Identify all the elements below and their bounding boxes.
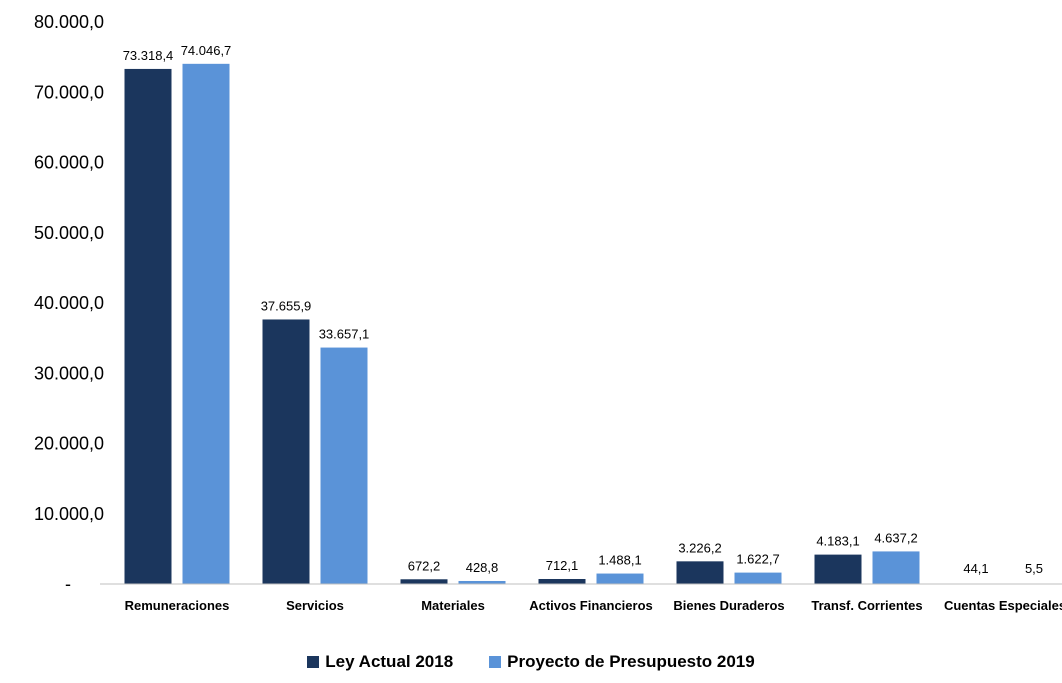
data-label: 4.637,2 bbox=[874, 530, 917, 545]
data-label: 73.318,4 bbox=[123, 48, 174, 63]
y-tick-label: 80.000,0 bbox=[34, 12, 104, 32]
y-tick-label: - bbox=[65, 574, 71, 594]
legend-swatch-proyecto bbox=[489, 656, 502, 668]
y-tick-label: 30.000,0 bbox=[34, 363, 104, 383]
legend-item-ley-actual: Ley Actual 2018 bbox=[307, 652, 453, 672]
legend-label-ley-actual: Ley Actual 2018 bbox=[325, 652, 454, 671]
data-label: 1.488,1 bbox=[598, 553, 641, 568]
data-label: 33.657,1 bbox=[319, 327, 370, 342]
data-label: 712,1 bbox=[546, 558, 579, 573]
x-tick-label: Activos Financieros bbox=[529, 598, 653, 613]
legend-label-proyecto: Proyecto de Presupuesto 2019 bbox=[507, 652, 755, 671]
y-tick-label: 60.000,0 bbox=[34, 153, 104, 173]
bar-ley-actual bbox=[124, 68, 172, 585]
data-label: 4.183,1 bbox=[816, 534, 859, 549]
bar-ley-actual bbox=[262, 319, 310, 584]
bar-ley-actual bbox=[538, 578, 586, 584]
bar-proyecto bbox=[734, 572, 782, 584]
x-tick-label: Bienes Duraderos bbox=[673, 598, 784, 613]
data-label: 5,5 bbox=[1025, 561, 1043, 576]
y-tick-label: 20.000,0 bbox=[34, 434, 104, 454]
bar-ley-actual bbox=[814, 554, 862, 584]
data-label: 672,2 bbox=[408, 558, 441, 573]
x-tick-label: Transf. Corrientes bbox=[811, 598, 922, 613]
x-tick-label: Servicios bbox=[286, 598, 344, 613]
y-tick-label: 10.000,0 bbox=[34, 504, 104, 524]
x-tick-label: Materiales bbox=[421, 598, 485, 613]
bar-proyecto bbox=[872, 551, 920, 584]
bar-proyecto bbox=[596, 573, 644, 584]
x-tick-label: Cuentas Especiales bbox=[944, 598, 1062, 613]
data-label: 1.622,7 bbox=[736, 552, 779, 567]
data-label: 74.046,7 bbox=[181, 43, 232, 58]
bar-proyecto bbox=[320, 347, 368, 584]
data-label: 44,1 bbox=[963, 561, 988, 576]
bar-ley-actual bbox=[400, 579, 448, 584]
y-tick-label: 40.000,0 bbox=[34, 293, 104, 313]
legend-item-proyecto: Proyecto de Presupuesto 2019 bbox=[489, 652, 755, 672]
x-axis: Remuneraciones Servicios Materiales Activos… bbox=[100, 583, 1062, 613]
data-label: 37.655,9 bbox=[261, 298, 312, 313]
data-label: 3.226,2 bbox=[678, 540, 721, 555]
bars-group: 73.318,4 74.046,7 37.655,9 33.657,1 672,2 428… bbox=[123, 43, 1058, 585]
data-label: 428,8 bbox=[466, 560, 499, 575]
bar-proyecto bbox=[458, 580, 506, 584]
x-tick-label: Remuneraciones bbox=[125, 598, 230, 613]
bar-proyecto bbox=[182, 63, 230, 584]
bar-ley-actual bbox=[676, 561, 724, 584]
y-axis: - 10.000,0 20.000,0 30.000,0 40.000,0 50.000,… bbox=[34, 12, 104, 594]
y-tick-label: 70.000,0 bbox=[34, 82, 104, 102]
y-tick-label: 50.000,0 bbox=[34, 223, 104, 243]
legend: Ley Actual 2018 Proyecto de Presupuesto … bbox=[0, 652, 1062, 672]
legend-swatch-ley-actual bbox=[307, 656, 320, 668]
